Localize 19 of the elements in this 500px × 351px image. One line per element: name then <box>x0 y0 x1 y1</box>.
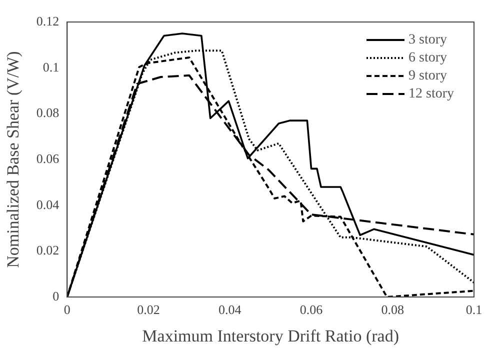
x-tick-label: 0.08 <box>381 302 404 318</box>
y-tick-label: 0.08 <box>36 105 60 120</box>
legend-label: 6 story <box>408 50 447 66</box>
x-tick-label: 0.06 <box>300 302 324 318</box>
x-tick-label: 0.04 <box>218 302 242 318</box>
x-axis-title: Maximum Interstory Drift Ratio (rad) <box>142 326 399 346</box>
y-axis-title: Nominalized Base Shear (V/W) <box>4 51 23 268</box>
legend-label: 3 story <box>408 32 447 48</box>
legend-label: 9 story <box>408 68 447 84</box>
x-tick-label: 0 <box>64 302 70 318</box>
legend-label: 12 story <box>408 86 454 102</box>
y-tick-label: 0.06 <box>36 150 60 166</box>
x-tick-label: 0.1 <box>466 302 482 318</box>
y-tick-label: 0.12 <box>36 13 60 28</box>
y-tick-label: 0.04 <box>36 196 60 212</box>
y-tick-label: 0 <box>52 288 60 304</box>
x-tick-label: 0.02 <box>137 302 160 318</box>
y-tick-label: 0.02 <box>36 242 60 258</box>
y-tick-label: 0.1 <box>42 59 60 74</box>
